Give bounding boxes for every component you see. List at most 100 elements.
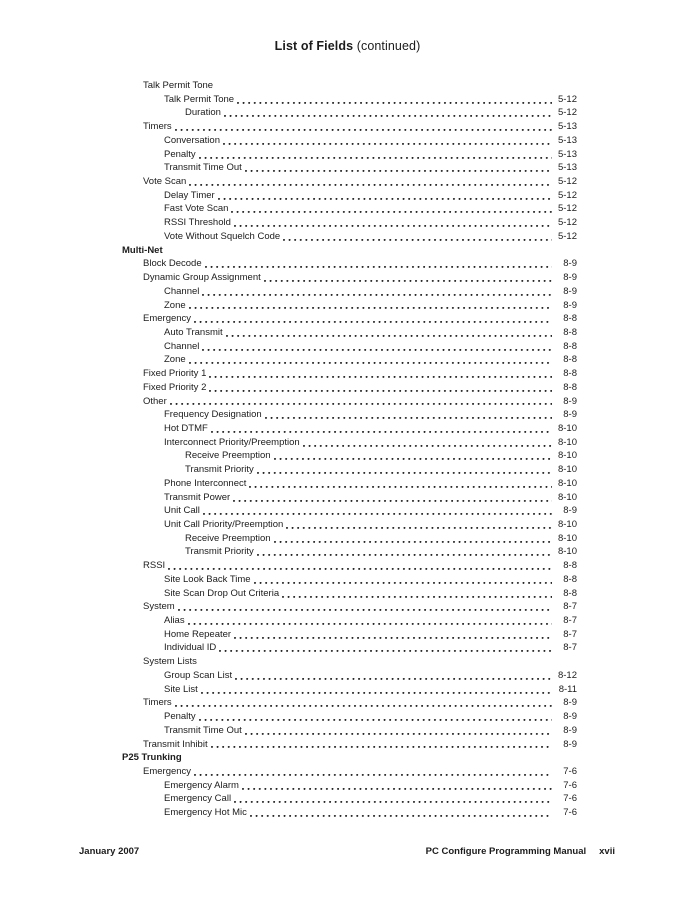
dot-leader — [237, 92, 552, 107]
toc-entry: Hot DTMF 8-10 — [122, 421, 577, 436]
toc-entry-label: Unit Call Priority/Preemption — [164, 519, 284, 530]
toc-entry-page-number: 8-8 — [563, 354, 577, 366]
toc-entry-label: Transmit Power — [164, 491, 231, 503]
toc-entry-page-number: 8-10 — [557, 436, 577, 448]
toc-entry-page-number: 5-12 — [557, 230, 577, 242]
toc-entry-label: Fixed Priority 1 — [143, 368, 207, 380]
toc-entry-label: System Lists — [143, 656, 197, 668]
toc-entry-label: Site Scan Drop Out Criteria — [164, 587, 280, 599]
dot-leader — [234, 627, 552, 642]
dot-leader — [204, 257, 552, 272]
toc-entry-label: Auto Transmit — [164, 326, 223, 338]
toc-entry-label: Duration — [185, 107, 221, 119]
dot-leader — [256, 463, 552, 477]
dot-leader — [235, 668, 552, 683]
toc-entry-label: Site List — [164, 683, 198, 695]
dot-leader — [187, 614, 552, 628]
toc-entry-page-number: 5-12 — [557, 93, 577, 105]
dot-leader — [188, 353, 552, 368]
toc-entry: Emergency Alarm 7-6 — [122, 778, 577, 793]
toc-entry-label: Transmit Priority — [185, 546, 254, 558]
toc-entry: Alias 8-7 — [122, 614, 577, 628]
toc-entry: Emergency Call 7-6 — [122, 792, 577, 807]
toc-entry: Group Scan List 8-12 — [122, 668, 577, 683]
footer-right-group: PC Configure Programming Manual xvii — [426, 846, 615, 858]
toc-entry-label: Frequency Designation — [164, 409, 262, 421]
toc-entry-page-number: 8-9 — [563, 505, 577, 517]
dot-leader — [174, 696, 552, 711]
toc-entry-page-number: 5-12 — [557, 203, 577, 215]
toc-entry-page-number: 8-10 — [557, 450, 577, 462]
toc-entry: Block Decode 8-9 — [122, 257, 577, 272]
toc-entry-label: RSSI Threshold — [164, 217, 231, 229]
toc-entry-label: Timers — [143, 121, 172, 133]
toc-entry: Fixed Priority 1 8-8 — [122, 367, 577, 381]
toc-entry-label: Individual ID — [164, 642, 217, 654]
toc-entry-page-number: 5-13 — [557, 162, 577, 174]
toc-entry-label: Zone — [164, 354, 186, 366]
toc-entry-page-number: 8-10 — [557, 532, 577, 544]
toc-entry: Receive Preemption 8-10 — [122, 449, 577, 464]
toc-entry-page-number: 8-9 — [563, 409, 577, 421]
dot-leader — [210, 737, 552, 752]
dot-leader — [194, 312, 552, 326]
toc-entry: Transmit Power 8-10 — [122, 490, 577, 505]
toc-entry-label: Phone Interconnect — [164, 477, 247, 489]
dot-leader — [210, 421, 552, 436]
toc-entry-page-number: 8-9 — [563, 258, 577, 270]
toc-entry: Conversation 5-13 — [122, 133, 577, 148]
toc-entry: System Lists — [122, 655, 577, 669]
dot-leader — [177, 600, 552, 615]
toc-entry-page-number: 5-13 — [557, 134, 577, 146]
toc-entry: Duration 5-12 — [122, 106, 577, 121]
dot-leader — [263, 271, 552, 285]
toc-entry-label: Emergency Call — [164, 793, 232, 805]
toc-entry-page-number: 8-7 — [563, 628, 577, 640]
toc-entry-page-number: 8-7 — [563, 642, 577, 654]
toc-entry: Emergency 7-6 — [122, 764, 577, 779]
dot-leader — [198, 147, 552, 162]
toc-entry-label: Interconnect Priority/Preemption — [164, 436, 300, 448]
toc-entry-page-number: 8-8 — [563, 573, 577, 585]
toc-entry-page-number: 5-13 — [557, 148, 577, 160]
dot-leader — [209, 380, 552, 395]
toc-entry: Receive Preemption 8-10 — [122, 531, 577, 546]
dot-leader — [198, 710, 552, 724]
toc-entry-page-number: 8-10 — [557, 422, 577, 434]
toc-entry: Transmit Time Out 8-9 — [122, 723, 577, 738]
toc-entry-label: Transmit Priority — [185, 464, 254, 476]
toc-entry: Emergency Hot Mic 7-6 — [122, 806, 577, 820]
page-title: List of Fields (continued) — [0, 39, 695, 53]
toc-entry: Auto Transmit 8-8 — [122, 325, 577, 340]
toc-entry: Penalty 5-13 — [122, 147, 577, 162]
page-title-suffix: (continued) — [353, 39, 421, 53]
toc-entry-page-number: 8-9 — [563, 738, 577, 750]
toc-entry: System 8-7 — [122, 600, 577, 615]
toc-entry-page-number: 5-12 — [557, 107, 577, 119]
toc-entry: Individual ID 8-7 — [122, 641, 577, 656]
toc-entry-page-number: 7-6 — [563, 793, 577, 805]
dot-leader — [194, 764, 552, 779]
dot-leader — [264, 408, 552, 422]
toc-entry-label: Emergency Hot Mic — [164, 807, 247, 819]
toc-entry-label: Vote Scan — [143, 176, 187, 188]
dot-leader — [286, 518, 552, 532]
dot-leader — [233, 490, 552, 505]
dot-leader — [249, 476, 552, 491]
toc-entry-page-number: 8-9 — [563, 711, 577, 723]
toc-entry: Channel 8-8 — [122, 339, 577, 354]
toc-entry-label: Transmit Time Out — [164, 724, 242, 736]
toc-entry-label: Hot DTMF — [164, 422, 208, 434]
toc-entry: Talk Permit Tone 5-12 — [122, 92, 577, 107]
toc-entry: Site List 8-11 — [122, 682, 577, 697]
toc-entry-label: Talk Permit Tone — [164, 93, 235, 105]
dot-leader — [244, 161, 552, 176]
toc-entry: Unit Call 8-9 — [122, 504, 577, 518]
toc-entry-page-number: 8-12 — [557, 669, 577, 681]
dot-leader — [202, 504, 552, 518]
toc-entry-label: Timers — [143, 697, 172, 709]
dot-leader — [188, 298, 552, 313]
toc-entry-page-number: 8-8 — [563, 560, 577, 572]
toc-entry-page-number: 8-10 — [557, 477, 577, 489]
toc-entry-page-number: 8-9 — [563, 299, 577, 311]
